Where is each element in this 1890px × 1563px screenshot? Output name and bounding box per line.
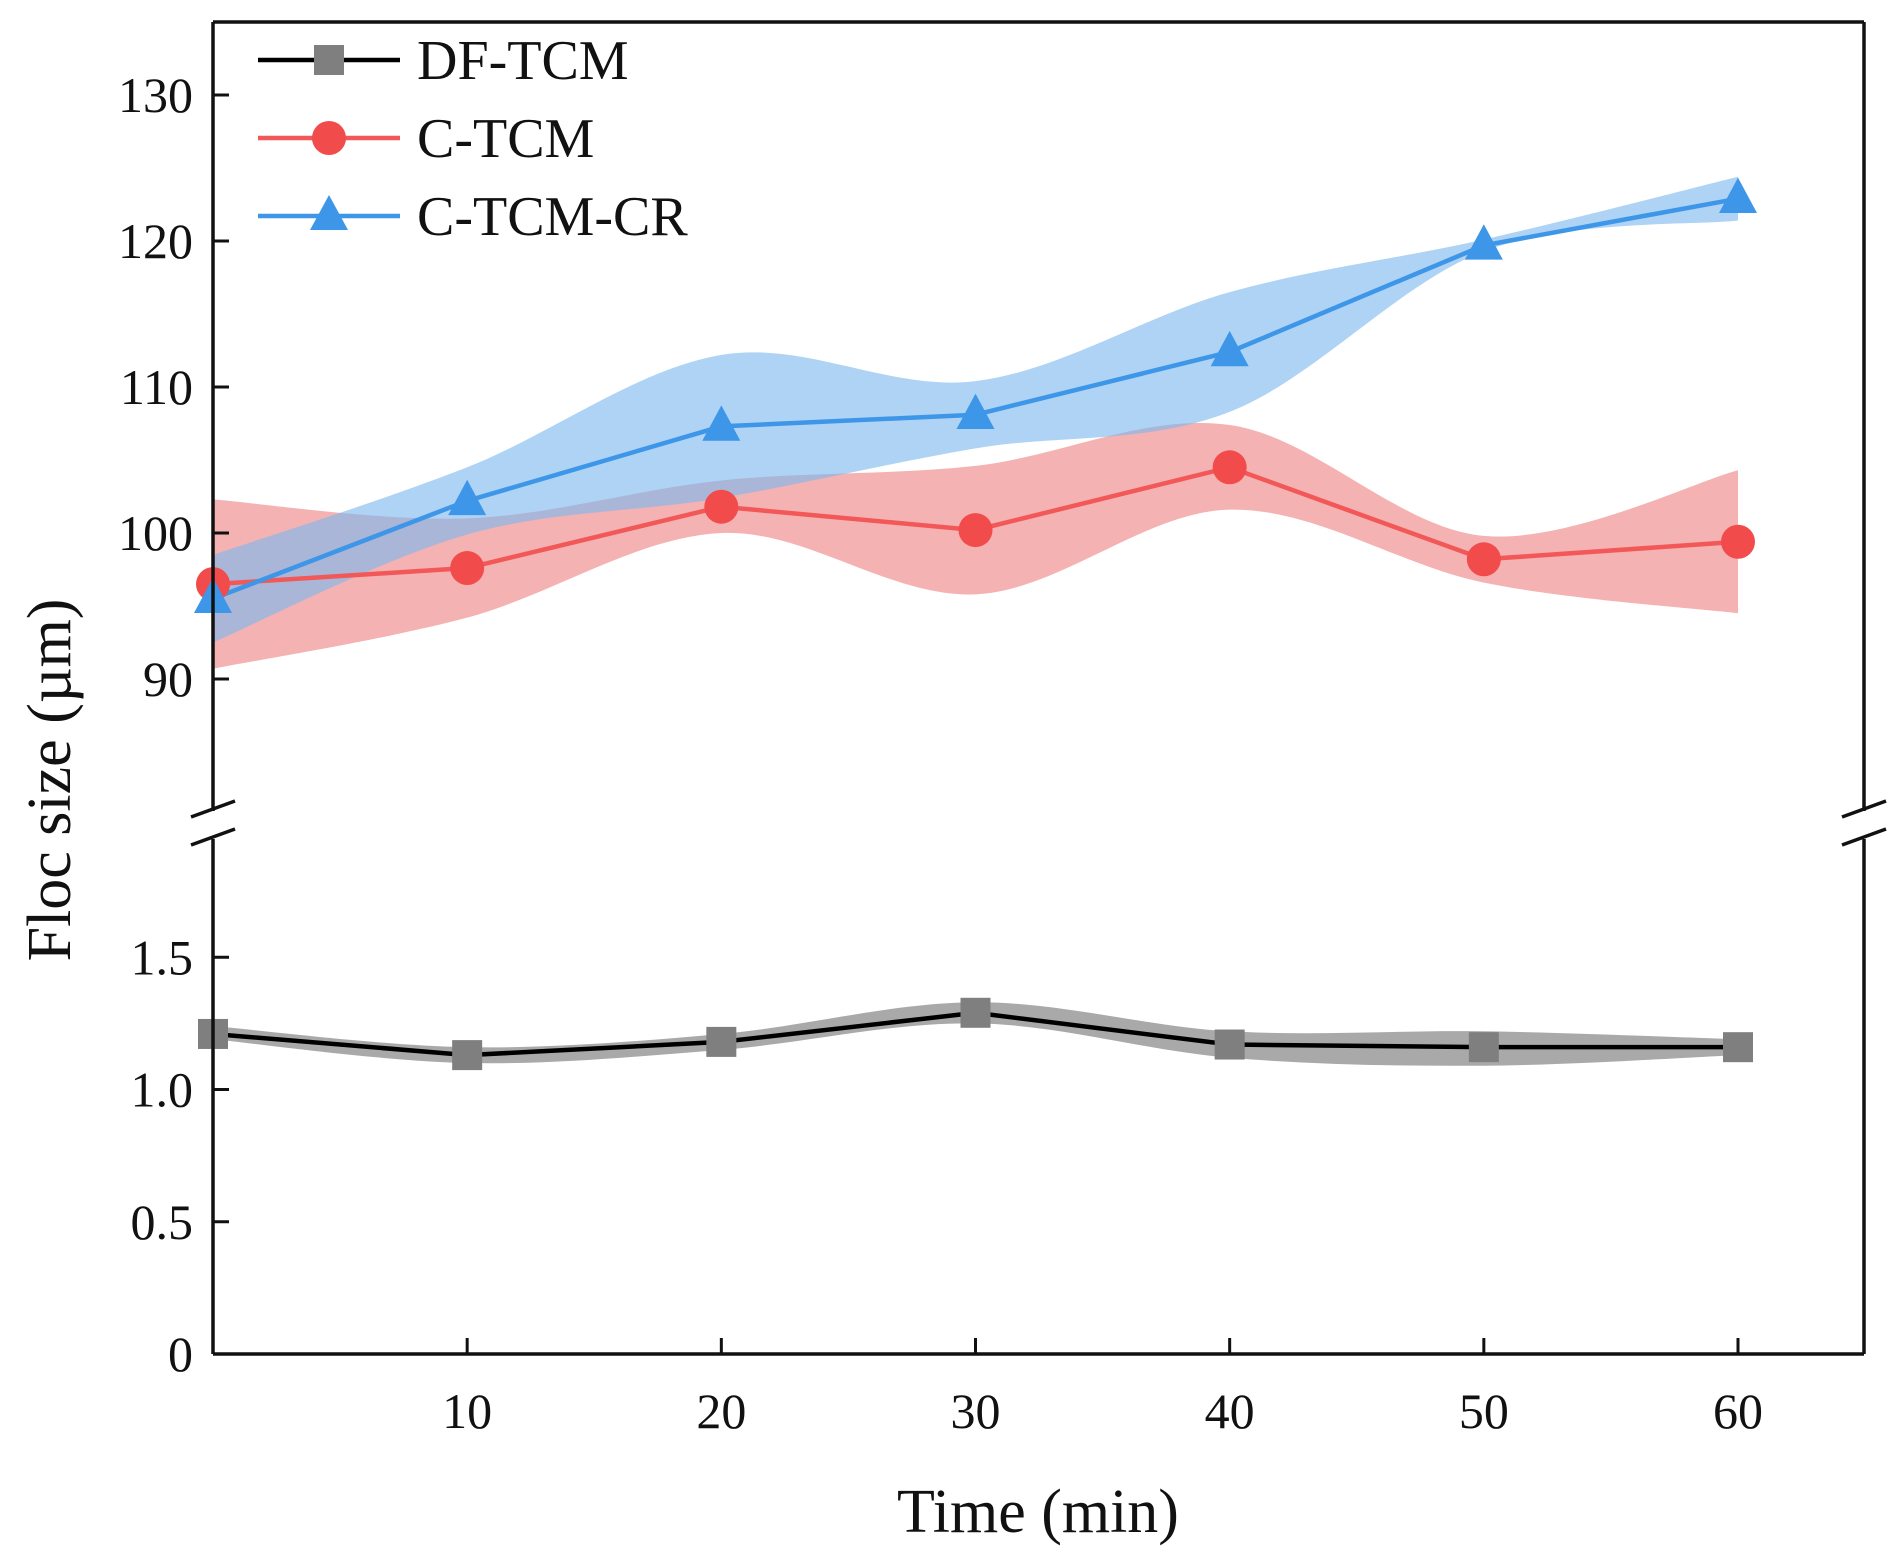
marker-c-tcm-40 — [1212, 450, 1247, 485]
legend-label-df-tcm: DF-TCM — [417, 30, 629, 92]
y-axis-title: Floc size (µm) — [16, 599, 84, 962]
marker-c-tcm-50 — [1466, 542, 1501, 577]
marker-c-tcm-60 — [1721, 524, 1755, 559]
axis-break-right-2 — [1841, 827, 1887, 847]
legend-label-c-tcm-cr: C-TCM-CR — [417, 186, 688, 248]
legend-marker-df-tcm — [314, 45, 344, 75]
marker-c-tcm-30 — [958, 513, 993, 548]
error-bands — [213, 176, 1738, 1066]
legend-marker-c-tcm-cr — [310, 195, 348, 230]
marker-c-tcm-cr-30 — [956, 393, 995, 430]
x-tick-label-40: 40 — [1205, 1383, 1255, 1439]
axis-break-left-2 — [190, 827, 236, 847]
y-tick-label-upper-130: 130 — [118, 67, 193, 123]
x-tick-label-20: 20 — [696, 1383, 746, 1439]
marker-df-tcm-60 — [1723, 1032, 1753, 1063]
y-tick-label-lower-0: 0 — [168, 1326, 193, 1382]
tick-labels: 10 20 30 40 50 60 90 100 110 120 130 0 0.5 1.0 1.5 — [118, 67, 1763, 1439]
marker-c-tcm-10 — [450, 551, 485, 586]
series-lines — [212, 196, 1739, 1058]
marker-c-tcm-cr-60 — [1719, 177, 1757, 213]
y-tick-label-upper-90: 90 — [143, 651, 193, 707]
axes — [190, 20, 1887, 1356]
y-tick-label-lower-1: 1.0 — [131, 1062, 194, 1118]
marker-df-tcm-30 — [960, 997, 991, 1028]
marker-df-tcm-10 — [452, 1040, 483, 1071]
legend-marker-c-tcm — [312, 121, 346, 155]
legend-label-c-tcm: C-TCM — [417, 108, 594, 170]
marker-df-tcm-50 — [1468, 1032, 1499, 1063]
x-tick-label-10: 10 — [442, 1383, 492, 1439]
marker-c-tcm-cr-20 — [702, 405, 741, 441]
y-tick-label-lower-0-5: 0.5 — [131, 1194, 194, 1250]
x-tick-label-60: 60 — [1713, 1383, 1763, 1439]
y-tick-label-lower-1-5: 1.5 — [131, 929, 194, 985]
axis-break-right-1 — [1841, 799, 1887, 819]
axis-break-left-1 — [190, 799, 236, 819]
x-axis-title: Time (min) — [897, 1478, 1179, 1546]
marker-c-tcm-cr-10 — [448, 479, 487, 516]
marker-c-tcm-cr-50 — [1464, 224, 1503, 260]
x-tick-label-30: 30 — [951, 1383, 1001, 1439]
legend: DF-TCM C-TCM C-TCM-CR — [258, 30, 688, 248]
x-tick-label-50: 50 — [1459, 1383, 1509, 1439]
y-tick-label-upper-110: 110 — [120, 359, 193, 415]
marker-c-tcm-20 — [704, 489, 739, 524]
marker-df-tcm-20 — [706, 1026, 737, 1057]
marker-df-tcm-40 — [1214, 1029, 1245, 1060]
marker-c-tcm-cr-40 — [1210, 330, 1249, 367]
y-tick-label-upper-120: 120 — [118, 213, 193, 269]
y-tick-label-upper-100: 100 — [118, 505, 193, 561]
